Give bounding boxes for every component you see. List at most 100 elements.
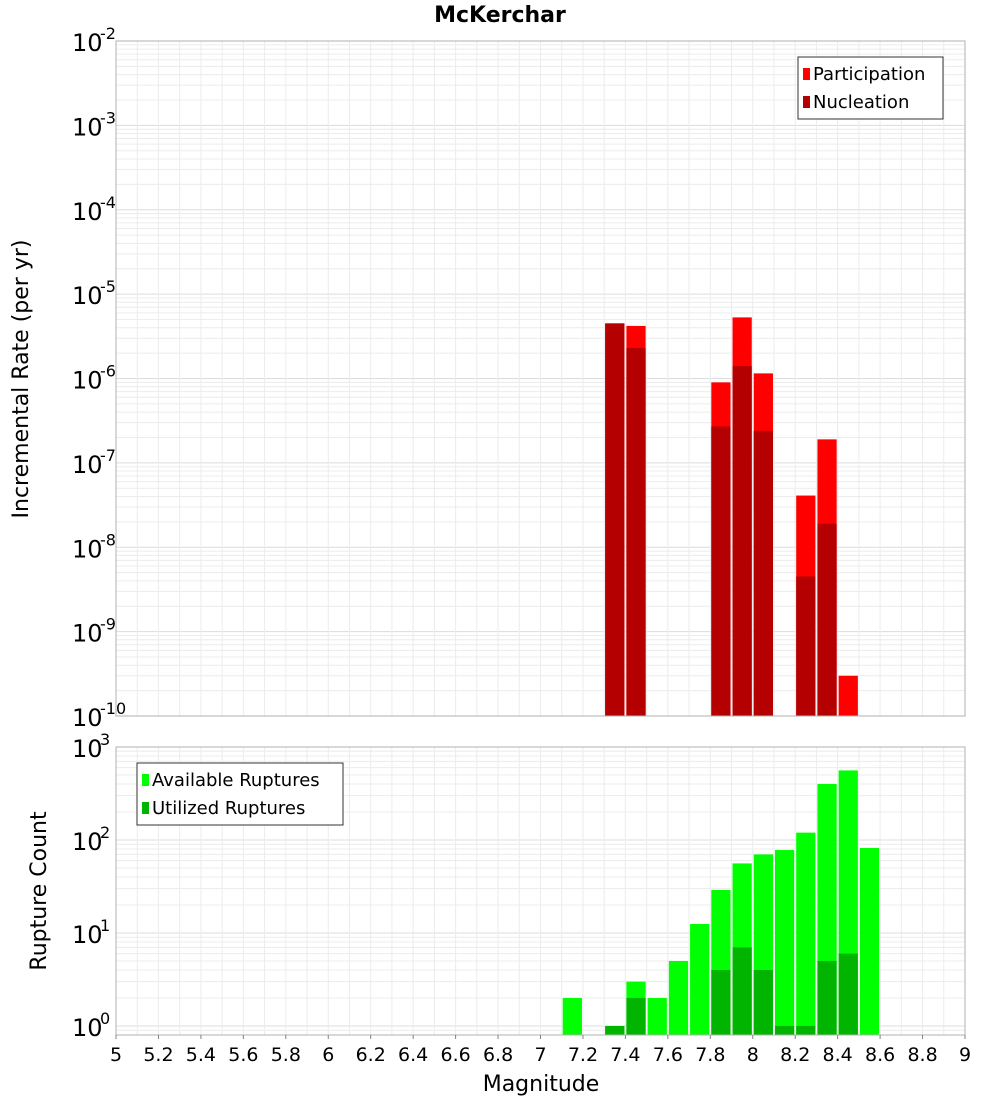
- y-tick-exponent: 0: [100, 1009, 110, 1028]
- bar: [774, 850, 795, 1035]
- x-tick-label: 7.8: [695, 1044, 725, 1066]
- y-tick-exponent: 2: [100, 823, 110, 842]
- plot-frame: [115, 40, 966, 717]
- bar: [732, 366, 752, 716]
- y-tick-base: 10: [72, 29, 103, 57]
- x-tick-label: 5.8: [271, 1044, 301, 1066]
- x-tick-label: 7: [534, 1044, 546, 1066]
- x-tick-label: 8.4: [823, 1044, 853, 1066]
- y-tick-base: 10: [72, 1014, 103, 1042]
- series-nucleation: [605, 323, 837, 716]
- legend-swatch: [142, 802, 149, 814]
- y-tick-label: 103: [72, 730, 110, 763]
- y-tick-base: 10: [72, 113, 103, 141]
- y-tick-exponent: -3: [100, 108, 116, 127]
- x-tick-label: 7.6: [653, 1044, 683, 1066]
- bar: [817, 523, 837, 716]
- y-tick-exponent: -2: [100, 24, 116, 43]
- bar: [753, 430, 773, 716]
- series-utilized-ruptures: [605, 947, 858, 1035]
- y-tick-base: 10: [72, 735, 103, 763]
- bar: [647, 997, 667, 1035]
- bar: [859, 848, 880, 1035]
- bar: [711, 426, 731, 716]
- bar: [753, 969, 773, 1035]
- legend: Participation Nucleation: [797, 56, 944, 120]
- y-tick-label: 10-4: [72, 193, 116, 226]
- legend-swatch: [803, 96, 810, 108]
- y-tick-label: 10-10: [72, 699, 126, 732]
- grid-lines: [115, 41, 966, 717]
- x-tick-label: 7.4: [610, 1044, 640, 1066]
- y-tick-exponent: -8: [100, 530, 116, 549]
- y-tick-exponent: -5: [100, 277, 116, 296]
- y-tick-label: 10-8: [72, 530, 116, 563]
- bar: [732, 947, 752, 1035]
- y-tick-base: 10: [72, 198, 103, 226]
- bar: [626, 997, 646, 1035]
- y-tick-base: 10: [72, 451, 103, 479]
- y-tick-exponent: -6: [100, 362, 116, 381]
- x-tick-label: 6.2: [356, 1044, 386, 1066]
- legend-label: Utilized Ruptures: [152, 798, 305, 819]
- bar: [817, 960, 837, 1035]
- bar: [562, 997, 582, 1035]
- bar: [626, 347, 646, 716]
- y-tick-label: 102: [72, 823, 110, 856]
- bar: [605, 1025, 625, 1035]
- bar: [796, 1025, 816, 1035]
- y-tick-base: 10: [72, 367, 103, 395]
- legend-box: [797, 56, 944, 120]
- bar: [796, 832, 816, 1035]
- x-tick-label: 8: [747, 1044, 759, 1066]
- series-available-ruptures: [562, 770, 880, 1035]
- chart-title: McKerchar: [434, 3, 566, 28]
- bar: [838, 953, 858, 1035]
- y-tick-base: 10: [72, 620, 103, 648]
- bar: [605, 323, 625, 716]
- legend: Available Ruptures Utilized Ruptures: [136, 762, 344, 826]
- bar: [838, 675, 858, 716]
- y-tick-label: 101: [72, 916, 110, 949]
- y-tick-base: 10: [72, 921, 103, 949]
- y-tick-label: 100: [72, 1009, 110, 1042]
- x-tick-label: 5.6: [228, 1044, 258, 1066]
- legend-swatch: [142, 774, 149, 786]
- y-tick-base: 10: [72, 828, 103, 856]
- y-tick-label: 10-7: [72, 446, 116, 479]
- x-tick-labels: 5 5.2 5.4 5.6 5.8 6 6.2 6.4 6.6 6.8 7 7.2 7.4 7.6 7.8 8…: [110, 1035, 971, 1066]
- y-tick-exponent: -9: [100, 615, 116, 634]
- x-tick-label: 6.8: [483, 1044, 513, 1066]
- y-tick-label: 10-5: [72, 277, 116, 310]
- x-tick-label: 5: [110, 1044, 122, 1066]
- x-tick-label: 7.2: [568, 1044, 598, 1066]
- x-tick-label: 6.4: [398, 1044, 428, 1066]
- x-tick-label: 6: [322, 1044, 334, 1066]
- x-axis-label: Magnitude: [483, 1072, 600, 1097]
- y-tick-exponent: -4: [100, 193, 116, 212]
- bar: [690, 923, 710, 1035]
- y-tick-base: 10: [72, 704, 103, 732]
- y-tick-label: 10-6: [72, 362, 116, 395]
- legend-label: Available Ruptures: [152, 770, 320, 791]
- bottom-y-axis-label: Rupture Count: [27, 811, 52, 971]
- x-tick-label: 8.8: [907, 1044, 937, 1066]
- y-tick-base: 10: [72, 282, 103, 310]
- y-tick-exponent: -7: [100, 446, 116, 465]
- y-tick-label: 10-3: [72, 108, 116, 141]
- x-tick-label: 8.2: [780, 1044, 810, 1066]
- legend-swatch: [803, 68, 810, 80]
- x-tick-label: 5.4: [186, 1044, 216, 1066]
- x-tick-label: 8.6: [865, 1044, 895, 1066]
- legend-label: Nucleation: [813, 92, 909, 113]
- y-tick-exponent: -10: [100, 699, 126, 718]
- top-y-axis-label: Incremental Rate (per yr): [9, 240, 34, 519]
- bar: [796, 576, 816, 716]
- bar: [711, 969, 731, 1035]
- y-tick-exponent: 1: [100, 916, 110, 935]
- legend-label: Participation: [813, 64, 925, 85]
- x-tick-label: 5.2: [143, 1044, 173, 1066]
- y-tick-base: 10: [72, 535, 103, 563]
